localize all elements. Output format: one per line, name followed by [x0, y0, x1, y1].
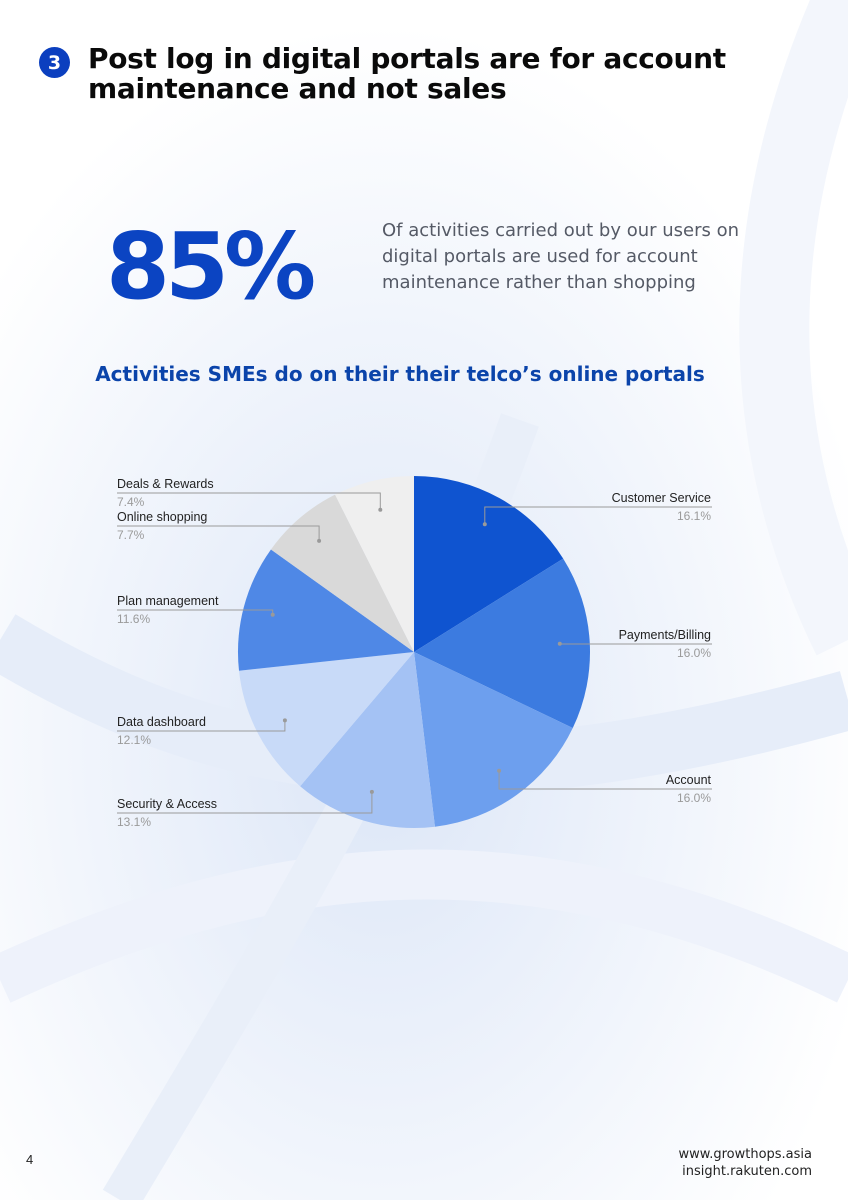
- pie-slice-account: [414, 652, 573, 827]
- pie-slice-plan-management: [237, 549, 414, 671]
- leader-dot-customer-service: [482, 522, 487, 527]
- chart-title: Activities SMEs do on their their telco’…: [95, 362, 705, 386]
- slice-value-deals-rewards: 7.4%: [117, 495, 145, 509]
- slice-label-customer-service: Customer Service: [612, 491, 711, 505]
- leader-dot-security-access: [369, 789, 374, 794]
- slice-label-account: Account: [666, 773, 712, 787]
- slice-label-data-dashboard: Data dashboard: [117, 715, 206, 729]
- leader-dot-payments-billing: [557, 641, 562, 646]
- slice-label-deals-rewards: Deals & Rewards: [117, 477, 214, 491]
- slice-label-plan-management: Plan management: [117, 594, 219, 608]
- slice-value-account: 16.0%: [677, 791, 711, 805]
- footer-links: www.growthops.asia insight.rakuten.com: [679, 1146, 813, 1180]
- leader-line-online-shopping: [117, 525, 320, 541]
- section-number-badge: 3: [39, 47, 70, 78]
- slice-value-customer-service: 16.1%: [677, 509, 711, 523]
- page-number: 4: [26, 1152, 34, 1167]
- slice-value-payments-billing: 16.0%: [677, 646, 711, 660]
- slice-label-security-access: Security & Access: [117, 797, 217, 811]
- leader-line-customer-service: [484, 506, 712, 525]
- slice-value-security-access: 13.1%: [117, 815, 151, 829]
- leader-dot-online-shopping: [317, 538, 322, 543]
- pie-slice-deals-rewards: [335, 476, 414, 652]
- leader-line-account: [498, 770, 712, 790]
- pie-slice-payments-billing: [414, 558, 591, 728]
- slice-label-payments-billing: Payments/Billing: [619, 628, 711, 642]
- footer-link-rakuten[interactable]: insight.rakuten.com: [682, 1164, 812, 1179]
- pie-slice-data-dashboard: [239, 652, 414, 787]
- leader-dot-deals-rewards: [378, 507, 383, 512]
- pie-slice-security-access: [300, 652, 435, 829]
- pie-slice-customer-service: [414, 476, 564, 652]
- slice-value-data-dashboard: 12.1%: [117, 733, 151, 747]
- page-title: Post log in digital portals are for acco…: [88, 42, 726, 105]
- leader-dot-data-dashboard: [282, 718, 287, 723]
- slice-value-online-shopping: 7.7%: [117, 528, 145, 542]
- leader-line-security-access: [117, 791, 373, 814]
- slice-value-plan-management: 11.6%: [117, 612, 150, 626]
- leader-line-data-dashboard: [117, 720, 286, 732]
- pie-slice-online-shopping: [270, 494, 414, 652]
- headline-stat: 85%: [106, 213, 316, 320]
- slice-label-online-shopping: Online shopping: [117, 510, 207, 524]
- footer-link-growthops[interactable]: www.growthops.asia: [678, 1147, 813, 1162]
- leader-dot-account: [497, 768, 502, 773]
- stat-description: Of activities carried out by our users o…: [382, 220, 740, 293]
- leader-dot-plan-management: [270, 612, 275, 617]
- leader-line-deals-rewards: [117, 492, 381, 510]
